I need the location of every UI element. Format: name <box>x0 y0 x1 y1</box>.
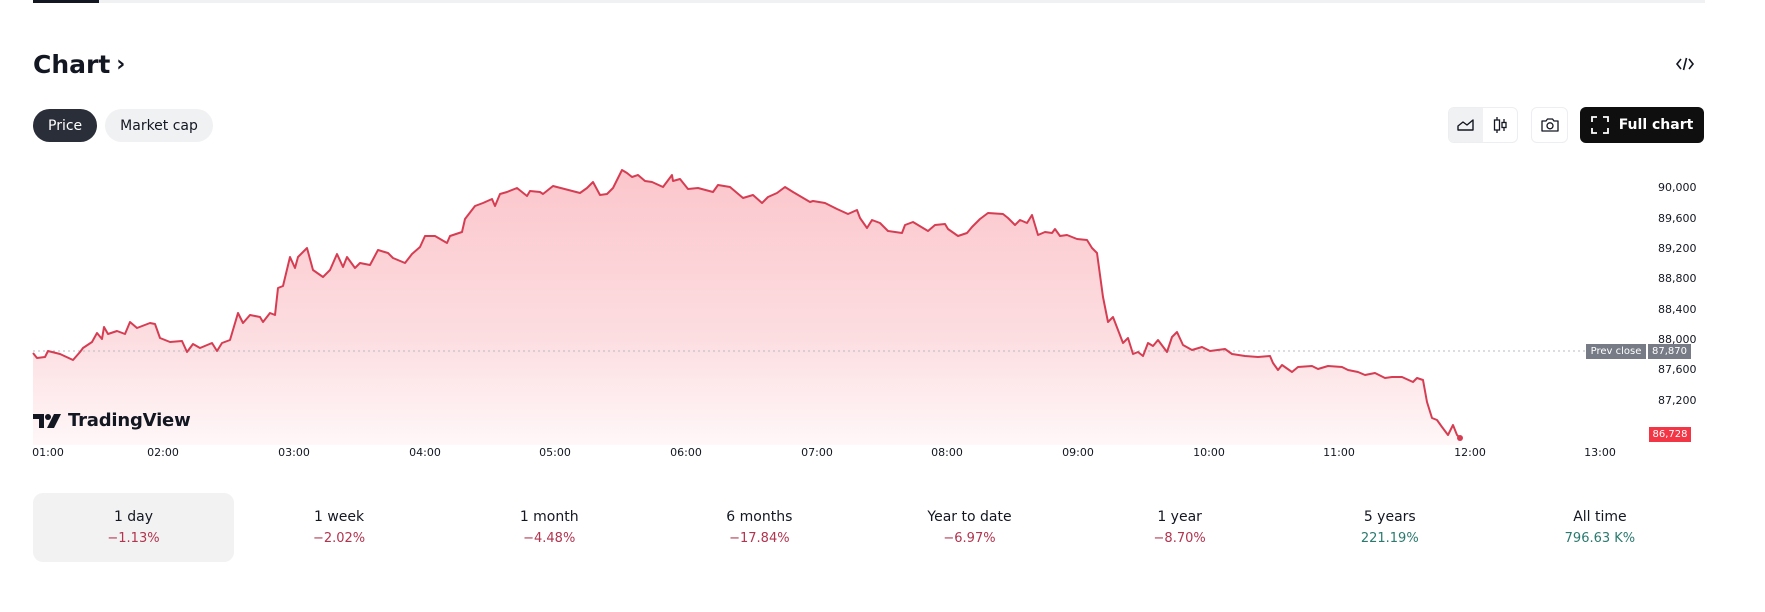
chevron-right-icon: › <box>116 52 126 77</box>
period-change: −8.70% <box>1153 531 1206 546</box>
area-chart-button[interactable] <box>1449 108 1483 142</box>
x-axis-tick: 04:00 <box>409 446 441 459</box>
x-axis-tick: 07:00 <box>801 446 833 459</box>
x-axis-tick: 05:00 <box>539 446 571 459</box>
period-label: All time <box>1573 509 1627 525</box>
y-axis-tick: 88,000 <box>1658 333 1697 346</box>
camera-icon <box>1540 118 1559 132</box>
last-price-tag: 86,728 <box>1649 427 1691 442</box>
period-tab-5-years[interactable]: 5 years 221.19% <box>1285 493 1495 562</box>
area-chart-icon <box>1457 119 1474 131</box>
tradingview-logo-link[interactable]: TradingView <box>33 410 191 431</box>
last-price-dot <box>1457 435 1463 441</box>
y-axis-tick: 87,600 <box>1658 363 1697 376</box>
period-change: 796.63 K% <box>1564 531 1636 546</box>
y-axis-tick: 89,600 <box>1658 212 1697 225</box>
x-axis-tick: 13:00 <box>1584 446 1616 459</box>
period-tabs: 1 day −1.13% 1 week −2.02% 1 month −4.48… <box>33 493 1705 562</box>
fullscreen-icon <box>1590 116 1609 134</box>
x-axis-tick: 12:00 <box>1454 446 1486 459</box>
chart-section-title-link[interactable]: Chart › <box>33 50 125 79</box>
period-change: −1.13% <box>107 531 160 546</box>
period-tab-1-day[interactable]: 1 day −1.13% <box>33 493 234 562</box>
x-axis-tick: 06:00 <box>670 446 702 459</box>
embed-code-button[interactable] <box>1672 53 1698 75</box>
x-axis-tick: 11:00 <box>1323 446 1355 459</box>
price-line <box>32 169 1461 439</box>
period-tab-all-time[interactable]: All time 796.63 K% <box>1495 493 1705 562</box>
tradingview-logo-icon <box>33 413 61 428</box>
period-label: 6 months <box>726 509 793 525</box>
y-axis-tick: 90,000 <box>1658 181 1697 194</box>
period-tab-6-months[interactable]: 6 months −17.84% <box>654 493 864 562</box>
period-change: −6.97% <box>943 531 996 546</box>
candlestick-chart-button[interactable] <box>1483 108 1517 142</box>
period-tab-year-to-date[interactable]: Year to date −6.97% <box>864 493 1074 562</box>
market-cap-toggle-button[interactable]: Market cap <box>105 109 213 142</box>
period-label: 1 year <box>1157 509 1202 525</box>
top-divider <box>33 0 1705 3</box>
section-title: Chart <box>33 50 111 79</box>
period-label: 1 day <box>113 509 154 525</box>
x-axis-tick: 01:00 <box>32 446 64 459</box>
price-toggle-button[interactable]: Price <box>33 109 98 142</box>
period-change: −4.48% <box>523 531 576 546</box>
period-label: 1 week <box>313 509 365 525</box>
y-axis-tick: 88,400 <box>1658 303 1697 316</box>
full-chart-label: Full chart <box>1618 117 1694 133</box>
period-tab-1-year[interactable]: 1 year −8.70% <box>1075 493 1285 562</box>
period-change: −17.84% <box>729 531 790 546</box>
x-axis-tick: 08:00 <box>931 446 963 459</box>
x-axis-tick: 02:00 <box>147 446 179 459</box>
period-change: 221.19% <box>1360 531 1419 546</box>
period-label: 1 month <box>519 509 579 525</box>
tradingview-wordmark: TradingView <box>68 410 191 431</box>
period-tab-1-week[interactable]: 1 week −2.02% <box>234 493 444 562</box>
prev-close-value: 87,870 <box>1648 344 1691 359</box>
code-icon <box>1675 57 1695 71</box>
screenshot-button[interactable] <box>1531 107 1568 143</box>
x-axis-tick: 03:00 <box>278 446 310 459</box>
y-axis-tick: 87,200 <box>1658 394 1697 407</box>
metric-toggle: Price Market cap <box>33 109 213 142</box>
period-change: −2.02% <box>312 531 366 546</box>
y-axis-tick: 89,200 <box>1658 242 1697 255</box>
x-axis-tick: 09:00 <box>1062 446 1094 459</box>
full-chart-button[interactable]: Full chart <box>1580 107 1704 143</box>
prev-close-label: Prev close <box>1586 344 1646 359</box>
price-area-fill <box>33 170 1460 445</box>
top-active-tab-indicator <box>33 0 99 3</box>
candlestick-icon <box>1493 117 1507 133</box>
period-label: Year to date <box>927 509 1012 525</box>
chart-type-switcher <box>1448 107 1518 143</box>
period-label: 5 years <box>1363 509 1416 525</box>
y-axis-tick: 88,800 <box>1658 272 1697 285</box>
x-axis-tick: 10:00 <box>1193 446 1225 459</box>
period-tab-1-month[interactable]: 1 month −4.48% <box>444 493 654 562</box>
